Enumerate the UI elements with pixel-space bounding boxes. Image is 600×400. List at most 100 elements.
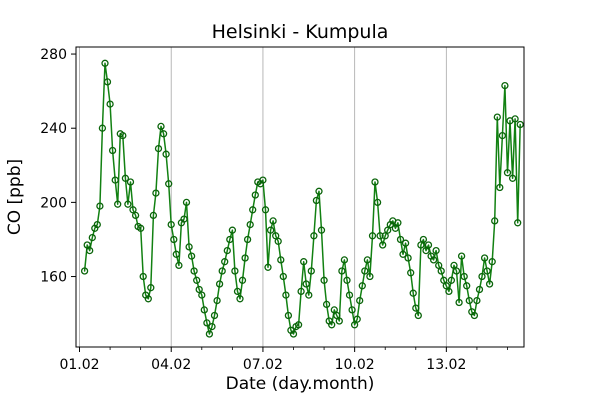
data-point-marker	[312, 196, 321, 205]
data-point-marker	[350, 321, 359, 329]
data-point-marker	[149, 211, 158, 220]
data-point-marker	[491, 217, 499, 225]
data-point-marker	[210, 311, 219, 320]
data-point-marker	[470, 311, 479, 320]
data-point-marker	[480, 254, 489, 262]
data-point-marker	[180, 215, 188, 223]
y-tick-label: 280	[40, 47, 67, 63]
data-point-marker	[147, 284, 155, 292]
data-point-marker	[300, 258, 308, 266]
data-point-marker	[407, 269, 415, 277]
data-point-marker	[401, 239, 410, 247]
data-point-marker	[315, 187, 323, 195]
data-point-marker	[371, 178, 379, 186]
data-point-marker	[305, 291, 313, 299]
data-series-layer	[80, 59, 524, 338]
data-point-marker	[96, 202, 104, 210]
data-point-marker	[432, 246, 440, 255]
data-point-marker	[460, 272, 468, 281]
data-point-marker	[159, 130, 168, 138]
data-point-marker	[302, 280, 310, 288]
data-point-marker	[419, 235, 428, 244]
data-point-marker	[328, 321, 336, 329]
data-point-marker	[511, 115, 519, 123]
data-point-marker	[218, 267, 226, 275]
data-point-marker	[195, 285, 203, 294]
data-point-marker	[361, 267, 369, 275]
tick-layer: 01.02 04.02 07.02 10.02 13.02 160 200 240 280	[40, 47, 508, 373]
gridline-layer	[79, 47, 447, 347]
data-point-marker	[215, 280, 224, 288]
data-point-marker	[129, 206, 137, 214]
data-point-marker	[353, 315, 361, 323]
data-point-marker	[111, 176, 119, 184]
data-point-marker	[338, 267, 346, 275]
data-point-marker	[356, 296, 364, 305]
data-point-marker	[493, 113, 501, 121]
data-point-marker	[137, 224, 145, 232]
data-point-marker	[131, 211, 140, 220]
data-point-marker	[88, 233, 96, 242]
data-point-marker	[185, 243, 193, 251]
data-point-marker	[198, 291, 206, 299]
data-point-marker	[447, 276, 456, 284]
y-tick-label: 240	[40, 121, 67, 137]
plot-area-border	[75, 46, 525, 348]
data-point-marker	[231, 267, 239, 275]
x-tick-label: 04.02	[151, 357, 191, 373]
x-axis-label: Date (day.month)	[226, 374, 375, 394]
data-point-marker	[119, 131, 127, 140]
x-tick-label: 01.02	[59, 357, 99, 373]
data-point-marker	[343, 276, 351, 284]
data-point-marker	[452, 267, 461, 275]
data-point-marker	[424, 241, 433, 249]
data-point-marker	[399, 250, 407, 258]
data-point-marker	[437, 267, 445, 275]
data-point-marker	[409, 289, 417, 297]
data-point-marker	[203, 319, 211, 327]
data-point-marker	[167, 220, 175, 229]
data-point-marker	[320, 276, 328, 284]
data-point-marker	[368, 232, 377, 240]
data-point-marker	[221, 258, 229, 266]
data-point-marker	[457, 252, 466, 260]
data-point-marker	[108, 146, 117, 155]
data-point-marker	[335, 317, 343, 325]
data-point-marker	[307, 267, 315, 275]
data-point-marker	[126, 178, 135, 186]
data-point-marker	[200, 306, 208, 314]
data-point-marker	[208, 322, 216, 331]
data-point-marker	[516, 120, 524, 129]
data-point-marker	[478, 272, 486, 281]
y-tick-label: 160	[40, 270, 67, 286]
data-point-marker	[363, 256, 372, 264]
data-point-marker	[348, 306, 356, 314]
data-point-marker	[152, 189, 160, 197]
data-point-marker	[345, 291, 354, 299]
data-point-marker	[310, 232, 318, 240]
data-point-marker	[139, 272, 147, 281]
data-point-marker	[284, 311, 293, 320]
data-point-marker	[396, 235, 405, 244]
data-point-marker	[508, 174, 517, 182]
data-point-marker	[488, 258, 496, 266]
data-point-marker	[165, 180, 173, 188]
data-point-marker	[282, 291, 290, 299]
data-point-marker	[86, 246, 94, 255]
data-point-marker	[412, 304, 420, 312]
data-point-marker	[394, 219, 402, 227]
data-point-marker	[93, 220, 101, 229]
data-point-marker	[496, 183, 504, 192]
data-point-marker	[404, 254, 412, 262]
x-tick-label: 07.02	[243, 357, 283, 373]
data-point-marker	[190, 267, 198, 275]
x-tick-label: 10.02	[335, 357, 375, 373]
data-point-marker	[503, 169, 512, 177]
data-point-marker	[498, 131, 507, 140]
data-point-marker	[80, 267, 89, 275]
data-point-marker	[455, 298, 463, 307]
data-point-marker	[259, 176, 267, 184]
